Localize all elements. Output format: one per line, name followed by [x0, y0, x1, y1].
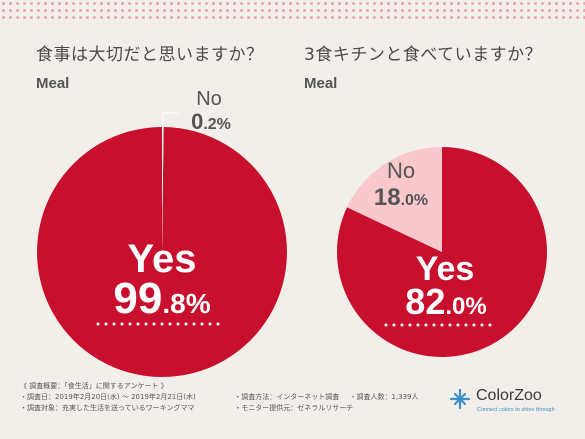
yes-value-right: 82.0%: [405, 281, 486, 322]
right-subtitle: Meal: [304, 75, 338, 92]
no-label-left: No: [196, 88, 222, 110]
yes-value-left: 99.8%: [113, 274, 210, 323]
survey-overview: 《 調査概要：「食生活」に関するアンケート 》 ・調査日：2019年2月20日(…: [20, 381, 419, 414]
survey-period: ・調査日：2019年2月20日(水) 〜 2019年2月21日(木): [20, 393, 196, 401]
brand-tagline: Connect colors to shine through: [477, 407, 555, 413]
left-subtitle: Meal: [36, 75, 70, 92]
decorative-dot-border: [0, 0, 585, 22]
colorzoo-logo: ColorZoo Connect colors to shine through: [448, 387, 555, 415]
slice-no-right: [346, 147, 442, 252]
survey-target: ・調査対象：充実した生活を送っているワーキングママ: [20, 404, 195, 412]
no-value-left: 0.2%: [191, 109, 231, 134]
survey-method: ・調査方法：インターネット調査: [234, 393, 340, 401]
left-question: 食事は大切だと思いますか？: [36, 45, 264, 65]
yes-label-right: Yes: [416, 250, 475, 288]
slice-yes-left: [36, 127, 287, 377]
right-question: 3食キチンと食べていますか？: [304, 45, 543, 65]
colorzoo-logo-icon: [449, 388, 471, 410]
survey-provider: ・モニター提供元：ゼネラルリサーチ: [234, 404, 354, 412]
survey-heading: 《 調査概要：「食生活」に関するアンケート 》: [20, 382, 168, 390]
survey-count: ・調査人数：1,339人: [349, 393, 419, 401]
left-chart-header: 食事は大切だと思いますか？ Meal: [36, 40, 306, 92]
slice-no-left: [162, 127, 164, 252]
yes-label-left: Yes: [128, 237, 197, 281]
no-label-right: No: [387, 158, 415, 183]
brand-name: ColorZoo: [476, 387, 542, 404]
right-chart-header: 3食キチンと食べていますか？ Meal: [304, 40, 574, 92]
no-value-right: 18.0%: [374, 184, 428, 211]
